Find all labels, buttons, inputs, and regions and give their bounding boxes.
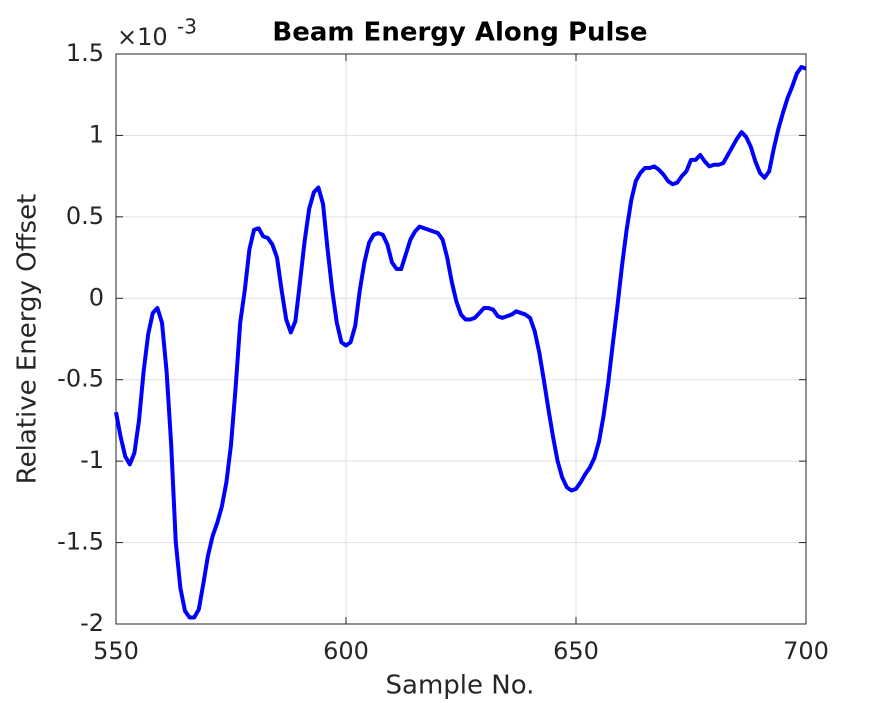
y-exponent-power: -3 [177, 15, 197, 39]
y-tick-label: 0.5 [66, 202, 104, 230]
y-axis-label: Relative Energy Offset [13, 194, 43, 485]
x-tick-label: 550 [93, 637, 139, 665]
x-tick-label: 600 [323, 637, 369, 665]
y-tick-label: 0 [89, 283, 104, 311]
y-tick-label: 1.5 [66, 39, 104, 67]
y-tick-label: -0.5 [57, 365, 104, 393]
plot-area [116, 54, 806, 624]
data-line [114, 65, 807, 620]
y-exponent-base: ×10 [117, 23, 168, 51]
x-axis-label: Sample No. [386, 671, 535, 701]
y-tick-label: -1.5 [57, 528, 104, 556]
chart-title: Beam Energy Along Pulse [272, 18, 647, 48]
x-tick-label: 700 [783, 637, 829, 665]
y-tick-label: 1 [89, 120, 104, 148]
y-tick-label: -1 [80, 446, 104, 474]
y-tick-label: -2 [80, 609, 104, 637]
x-tick-label: 650 [553, 637, 599, 665]
axes-box [115, 53, 807, 625]
